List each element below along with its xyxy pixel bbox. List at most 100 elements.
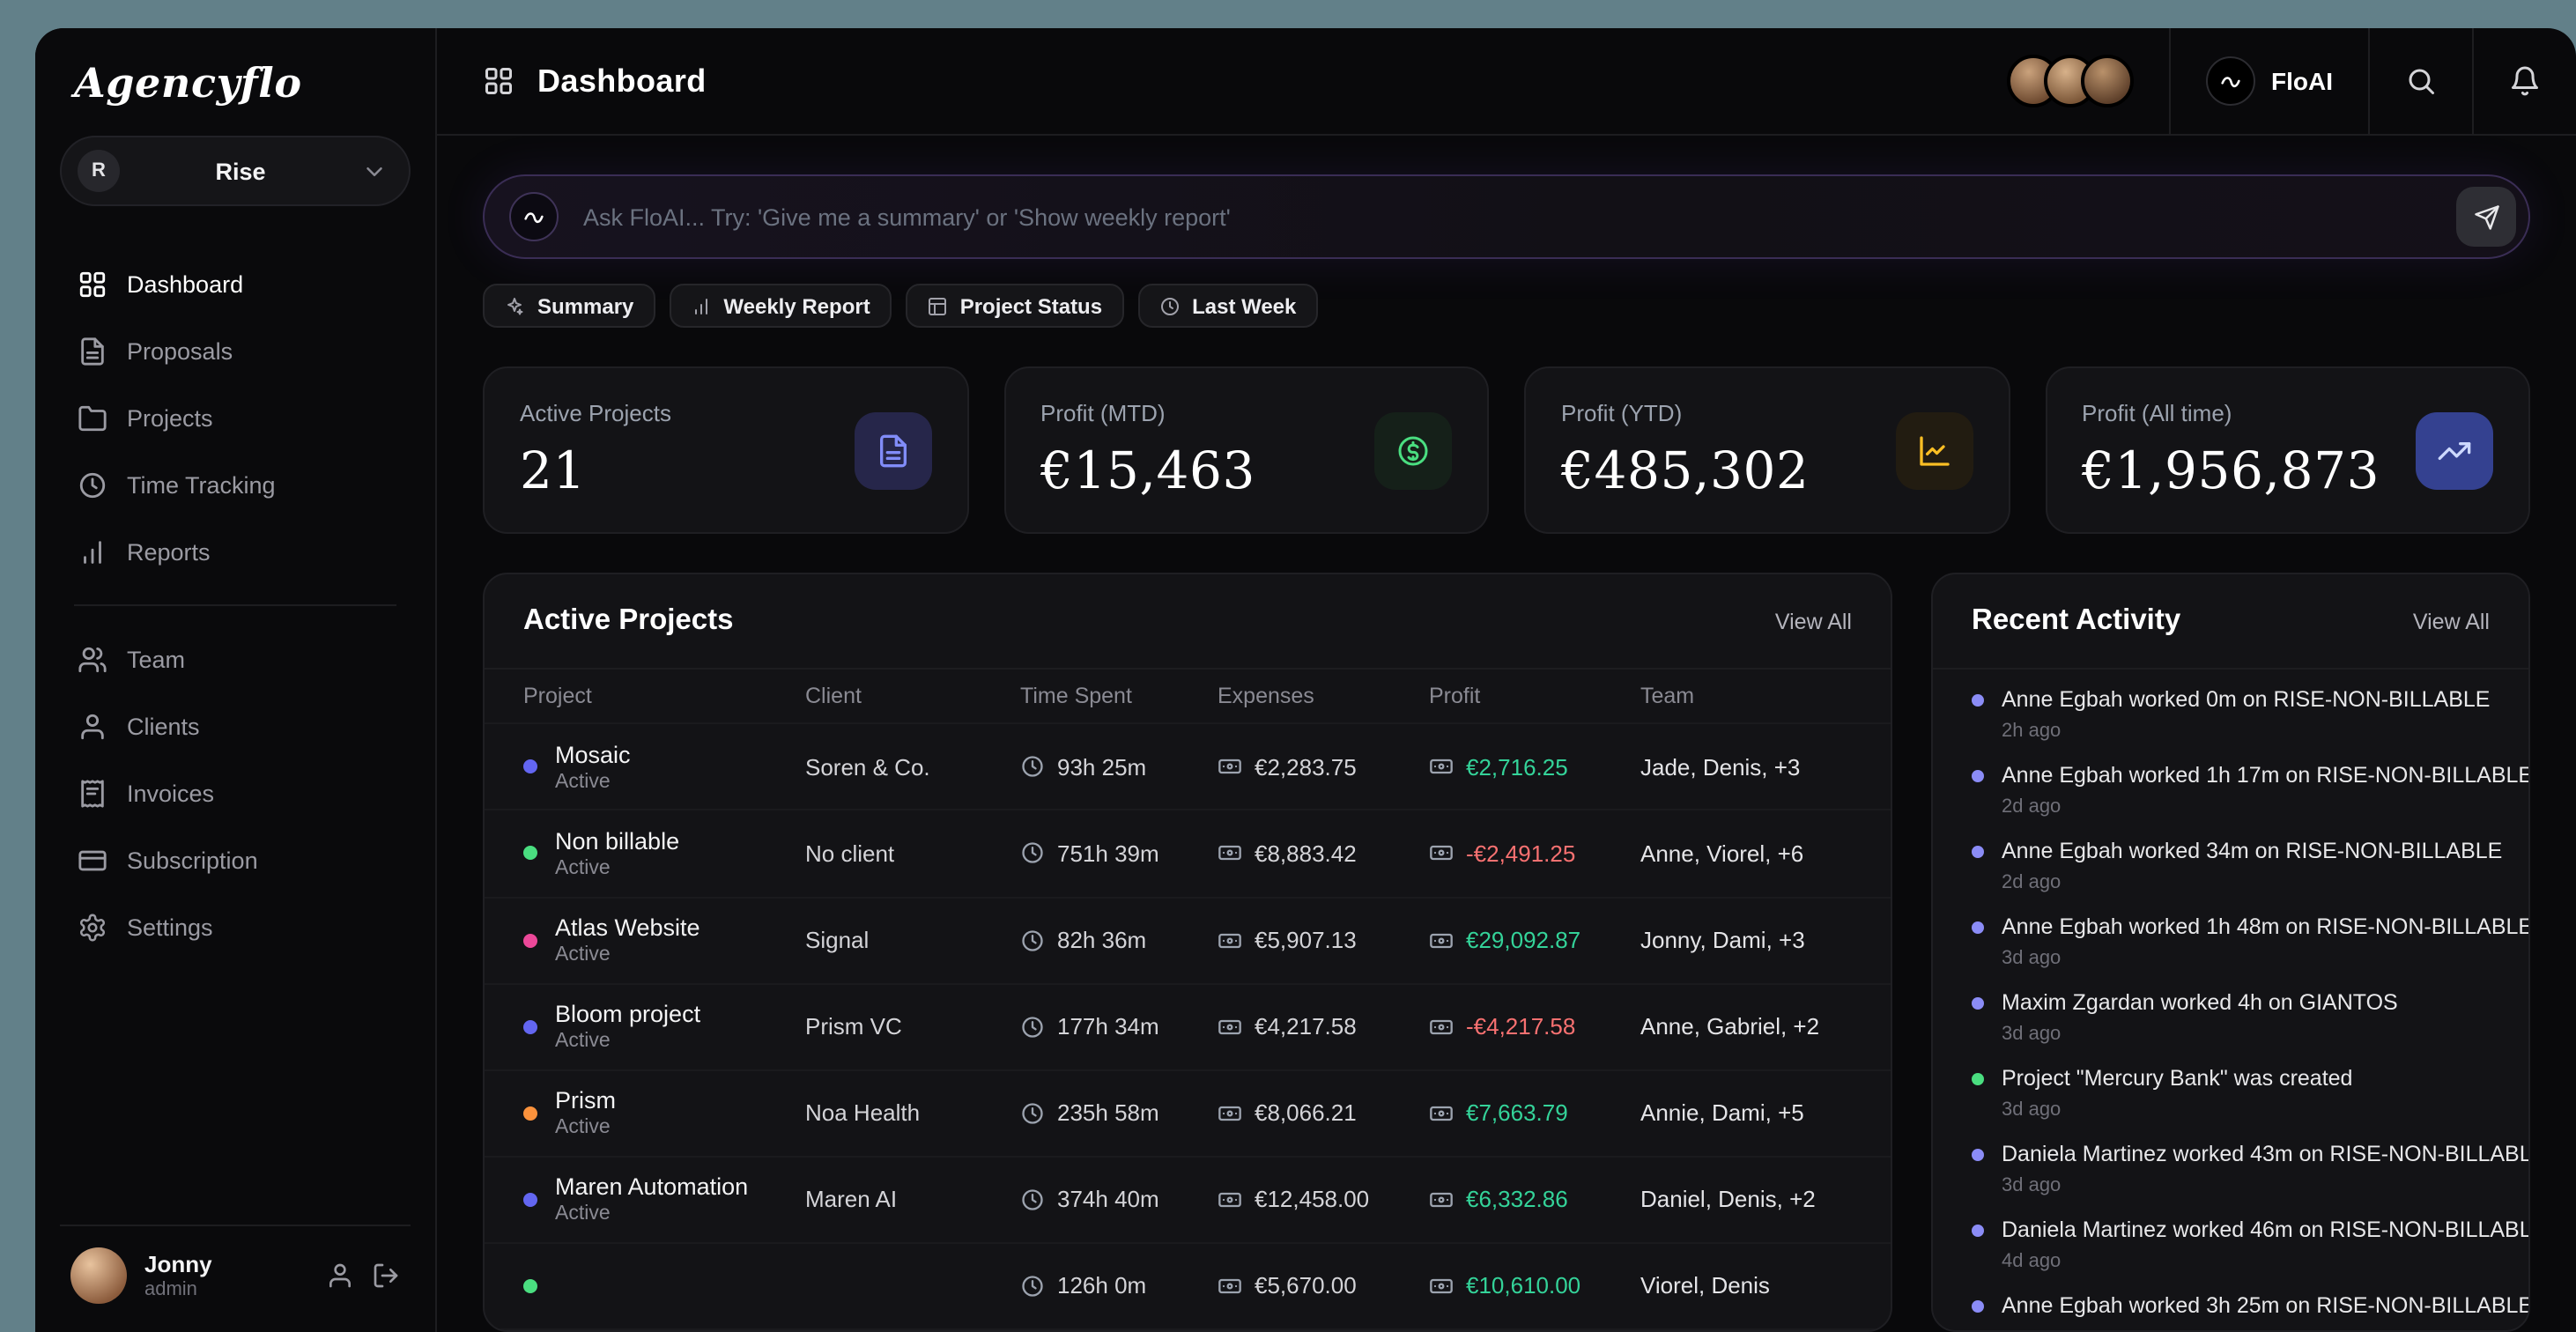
time-cell: 82h 36m	[1020, 927, 1218, 953]
table-row[interactable]: 126h 0m €5,670.00 €10,610.00 Viorel, Den…	[485, 1244, 1891, 1330]
chevron-down-icon	[361, 158, 388, 184]
search-button[interactable]	[2405, 65, 2437, 97]
column-project: Project	[523, 684, 592, 709]
table-row[interactable]: Bloom project Active Prism VC 177h 34m	[485, 984, 1891, 1071]
activity-time: 2d ago	[2002, 796, 2062, 818]
user-role: admin	[144, 1279, 197, 1300]
sidebar-item-proposals[interactable]: Proposals	[60, 319, 411, 382]
banknote-icon	[1429, 1101, 1454, 1126]
clock-icon	[1020, 1274, 1045, 1299]
sidebar-item-label: Reports	[127, 538, 211, 565]
table-row[interactable]: Atlas Website Active Signal 82h 36m €5,	[485, 898, 1891, 985]
stat-card-active-projects: Active Projects 21	[483, 366, 968, 534]
activity-time: 3d ago	[2002, 1024, 2062, 1045]
profit-cell: -€4,217.58	[1429, 1013, 1640, 1040]
team-avatars[interactable]	[1972, 28, 2169, 134]
logout-button[interactable]	[372, 1262, 400, 1290]
floai-button[interactable]: FloAI	[2206, 56, 2333, 106]
activity-dot	[1972, 997, 1984, 1010]
project-status: Active	[555, 857, 611, 879]
activity-item: Anne Egbah worked 34m on RISE-NON-BILLAB…	[1972, 837, 2502, 895]
page-header: Dashboard	[483, 28, 707, 134]
activity-text: Daniela Martinez worked 43m on RISE-NON-…	[2002, 1142, 2530, 1166]
activity-dot	[1972, 1300, 1984, 1313]
column-team: Team	[1640, 684, 1695, 709]
activity-item: Anne Egbah worked 1h 48m on RISE-NON-BIL…	[1972, 913, 2528, 971]
panel-title: Recent Activity	[1972, 604, 2181, 636]
client-cell: No client	[805, 840, 895, 867]
clock-icon	[1020, 841, 1045, 866]
sidebar-item-reports[interactable]: Reports	[60, 520, 411, 583]
banknote-icon	[1429, 928, 1454, 952]
chip-label: Weekly Report	[723, 293, 870, 318]
banknote-icon	[1218, 1274, 1242, 1299]
sidebar-item-team[interactable]: Team	[60, 627, 411, 691]
sidebar-item-time-tracking[interactable]: Time Tracking	[60, 453, 411, 516]
workspace-selector[interactable]: R Rise	[60, 136, 411, 206]
sparkles-icon	[504, 295, 525, 316]
client-cell: Signal	[805, 927, 870, 954]
table-row[interactable]: Maren Automation Active Maren AI 374h 40…	[485, 1158, 1891, 1244]
activity-dot	[1972, 846, 1984, 858]
dashboard-grid-icon	[78, 269, 107, 299]
stat-card-profit-ytd: Profit (YTD) €485,302	[1524, 366, 2010, 534]
team-cell: Jonny, Dami, +3	[1640, 927, 1805, 954]
activity-text: Anne Egbah worked 34m on RISE-NON-BILLAB…	[2002, 839, 2503, 863]
expenses-cell: €4,217.58	[1218, 1013, 1429, 1040]
chip-summary[interactable]: Summary	[483, 284, 655, 328]
floai-logo-icon	[2206, 56, 2255, 106]
stat-value: 21	[520, 440, 587, 500]
time-cell: 374h 40m	[1020, 1187, 1218, 1213]
profile-button[interactable]	[326, 1262, 354, 1290]
column-time-spent: Time Spent	[1020, 684, 1132, 709]
chip-weekly-report[interactable]: Weekly Report	[669, 284, 892, 328]
sidebar-item-projects[interactable]: Projects	[60, 386, 411, 449]
project-name: Atlas Website	[555, 914, 700, 942]
expenses-cell: €12,458.00	[1218, 1187, 1429, 1213]
sidebar-item-invoices[interactable]: Invoices	[60, 761, 411, 825]
activity-time: 3d ago	[2002, 948, 2062, 969]
send-button[interactable]	[2456, 187, 2516, 247]
chip-project-status[interactable]: Project Status	[905, 284, 1124, 328]
stat-label: Profit (YTD)	[1561, 400, 1683, 426]
avatar[interactable]	[2081, 55, 2134, 107]
stat-value: €15,463	[1040, 440, 1256, 500]
sidebar-item-clients[interactable]: Clients	[60, 694, 411, 758]
users-icon	[78, 644, 107, 674]
chip-last-week[interactable]: Last Week	[1137, 284, 1318, 328]
team-cell: Viorel, Denis	[1640, 1272, 1770, 1299]
user-avatar[interactable]	[70, 1247, 127, 1304]
time-cell: 235h 58m	[1020, 1100, 1218, 1127]
table-row[interactable]: Non billable Active No client 751h 39m	[485, 811, 1891, 898]
project-name: Bloom project	[555, 1001, 701, 1028]
activity-dot	[1972, 694, 1984, 707]
stat-label: Active Projects	[520, 400, 671, 426]
activity-item: Daniela Martinez worked 46m on RISE-NON-…	[1972, 1216, 2528, 1274]
project-status: Active	[555, 1031, 611, 1053]
table-row[interactable]: Mosaic Active Soren & Co. 93h 25m €2,28	[485, 725, 1891, 811]
banknote-icon	[1218, 1101, 1242, 1126]
floai-label: FloAI	[2271, 67, 2333, 95]
sidebar-item-label: Settings	[127, 914, 213, 940]
floai-ask-input[interactable]	[580, 202, 2435, 232]
credit-card-icon	[78, 845, 107, 875]
sidebar-item-dashboard[interactable]: Dashboard	[60, 252, 411, 315]
activity-text: Project "Mercury Bank" was created	[2002, 1066, 2353, 1091]
profit-cell: €10,610.00	[1429, 1273, 1640, 1299]
expenses-cell: €5,907.13	[1218, 927, 1429, 953]
notifications-button[interactable]	[2509, 65, 2541, 97]
workspace-initial-badge: R	[78, 150, 120, 192]
top-bar: Dashboard FloAI	[437, 28, 2576, 136]
table-row[interactable]: Prism Active Noa Health 235h 58m €8,066	[485, 1070, 1891, 1158]
sidebar-item-label: Dashboard	[127, 270, 244, 297]
chip-label: Last Week	[1192, 293, 1297, 318]
table-icon	[927, 295, 948, 316]
view-all-projects-link[interactable]: View All	[1774, 609, 1852, 633]
top-bar-actions: FloAI	[1972, 28, 2576, 134]
sidebar-item-settings[interactable]: Settings	[60, 895, 411, 958]
sidebar-item-subscription[interactable]: Subscription	[60, 828, 411, 892]
view-all-activity-link[interactable]: View All	[2412, 609, 2490, 633]
clock-icon	[78, 470, 107, 500]
profit-cell: €29,092.87	[1429, 927, 1640, 953]
sidebar: Agencyflo R Rise Dashboard Proposals Pro…	[35, 28, 437, 1332]
